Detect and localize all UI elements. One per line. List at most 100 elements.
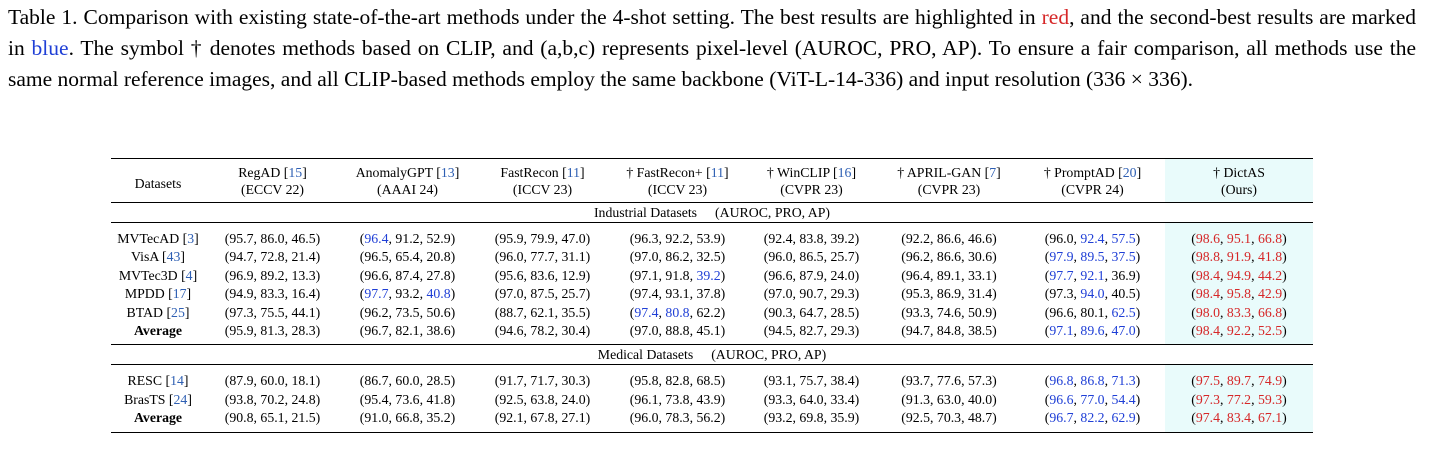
citation-ref: 11: [710, 165, 725, 180]
method-header-venue: (Ours): [1165, 181, 1313, 203]
comma: ,: [961, 304, 968, 320]
paren: (: [1044, 410, 1050, 426]
metric-value: 43.9: [696, 391, 721, 407]
comma: ,: [792, 373, 800, 389]
comma: ,: [253, 267, 261, 283]
paren: ): [1282, 373, 1287, 389]
paren: ): [720, 410, 726, 426]
value-cell: (97.0, 87.5, 25.7): [475, 285, 610, 303]
value-cell: (95.4, 73.6, 41.8): [340, 391, 475, 409]
metric-value: 71.7: [530, 373, 555, 389]
bracket: ]: [192, 267, 198, 283]
metric-value: 93.3: [768, 391, 793, 407]
section-row: Industrial Datasets (AUROC, PRO, AP): [111, 202, 1313, 223]
metric-value: 75.7: [799, 373, 824, 389]
metric-value: 96.4: [364, 231, 389, 246]
paren: (: [901, 373, 906, 389]
metric-value: 77.0: [1080, 391, 1105, 407]
paren: ): [585, 391, 591, 407]
value-cell: (96.0, 92.4, 57.5): [1020, 222, 1165, 249]
paren: (: [629, 249, 635, 265]
metric-value: 81.3: [260, 323, 285, 339]
metric-value: 29.3: [830, 286, 855, 302]
paren: (: [494, 391, 500, 407]
metric-value: 83.4: [1226, 410, 1252, 426]
paren: (: [1191, 323, 1196, 339]
paren: (: [359, 304, 365, 320]
bracket: ]: [184, 304, 190, 320]
method-venue: (AAAI 24): [377, 182, 438, 197]
metric-value: 97.0: [634, 323, 659, 339]
table-row: BrasTS [24] (93.8, 70.2, 24.8) (95.4, 73.6…: [111, 390, 1313, 410]
metric-value: 31.1: [561, 249, 586, 265]
dataset-name: BTAD: [126, 304, 163, 320]
comma: ,: [658, 231, 666, 246]
value-cell: (87.9, 60.0, 18.1): [205, 364, 340, 391]
paren: (: [1191, 391, 1196, 407]
bracket: [: [702, 165, 711, 180]
paren: (: [1044, 304, 1050, 320]
metric-value: 91.9: [1226, 249, 1252, 265]
value-cell: (92.5, 70.3, 48.7): [878, 409, 1020, 433]
metric-value: 92.2: [1226, 323, 1252, 339]
comma: ,: [1251, 267, 1258, 283]
comma: ,: [961, 267, 968, 283]
metric-value: 77.2: [1226, 391, 1252, 407]
comma: ,: [658, 323, 666, 339]
value-cell: (94.5, 82.7, 29.3): [745, 322, 878, 345]
comma: ,: [1220, 304, 1227, 320]
paren: ): [450, 249, 456, 265]
metric-value: 80.8: [665, 304, 690, 320]
paren: ): [450, 267, 456, 283]
paren: (: [763, 304, 769, 320]
comma: ,: [792, 391, 800, 407]
metric-value: 73.6: [395, 391, 420, 407]
paren: ): [315, 286, 321, 302]
metric-value: 39.2: [830, 231, 855, 246]
paren: ): [585, 267, 591, 283]
metric-value: 97.1: [1049, 323, 1074, 339]
metric-value: 25.7: [561, 286, 586, 302]
paren: ): [720, 304, 726, 320]
bracket: [: [981, 165, 990, 180]
citation-ref: 4: [185, 267, 193, 283]
metric-value: 96.6: [768, 267, 793, 283]
metric-value: 96.6: [364, 267, 389, 283]
paren: ): [1282, 410, 1287, 426]
metric-value: 93.8: [229, 391, 254, 407]
paren: ): [854, 249, 860, 265]
metric-value: 60.0: [395, 373, 420, 389]
comma: ,: [930, 249, 937, 265]
metric-value: 86.6: [936, 231, 962, 246]
metric-value: 98.8: [1195, 249, 1221, 265]
table-row: Average (90.8, 65.1, 21.5) (91.0, 66.8, 35…: [111, 409, 1313, 433]
paren: (: [224, 373, 230, 389]
comma: ,: [930, 373, 937, 389]
metric-value: 38.5: [967, 323, 993, 339]
comma: ,: [284, 373, 292, 389]
paren: (: [494, 249, 500, 265]
paren: ): [1135, 267, 1141, 283]
dataset-cell: MVTec3D [4]: [111, 267, 205, 285]
comma: ,: [930, 391, 937, 407]
paren: (: [224, 323, 230, 339]
metric-value: 96.4: [905, 267, 931, 283]
table-row: MVTec3D [4] (96.9, 89.2, 13.3) (96.6, 87.4…: [111, 266, 1313, 286]
metric-value: 21.4: [291, 249, 316, 265]
comma: ,: [961, 410, 968, 426]
dataset-name: Average: [133, 323, 182, 339]
metric-value: 96.0: [499, 249, 524, 265]
method-venue: (CVPR 23): [780, 182, 843, 197]
metric-value: 96.9: [229, 267, 254, 283]
dataset-cell: MPDD [17]: [111, 285, 205, 303]
comma: ,: [1104, 373, 1112, 389]
comma: ,: [792, 249, 800, 265]
comma: ,: [689, 304, 697, 320]
metric-value: 72.8: [260, 249, 285, 265]
metric-value: 91.8: [665, 267, 690, 283]
paren: (: [901, 323, 906, 339]
value-cell: (96.9, 89.2, 13.3): [205, 267, 340, 285]
paren: ): [1135, 249, 1141, 265]
metric-value: 93.7: [905, 373, 931, 389]
metric-value: 65.4: [395, 249, 420, 265]
